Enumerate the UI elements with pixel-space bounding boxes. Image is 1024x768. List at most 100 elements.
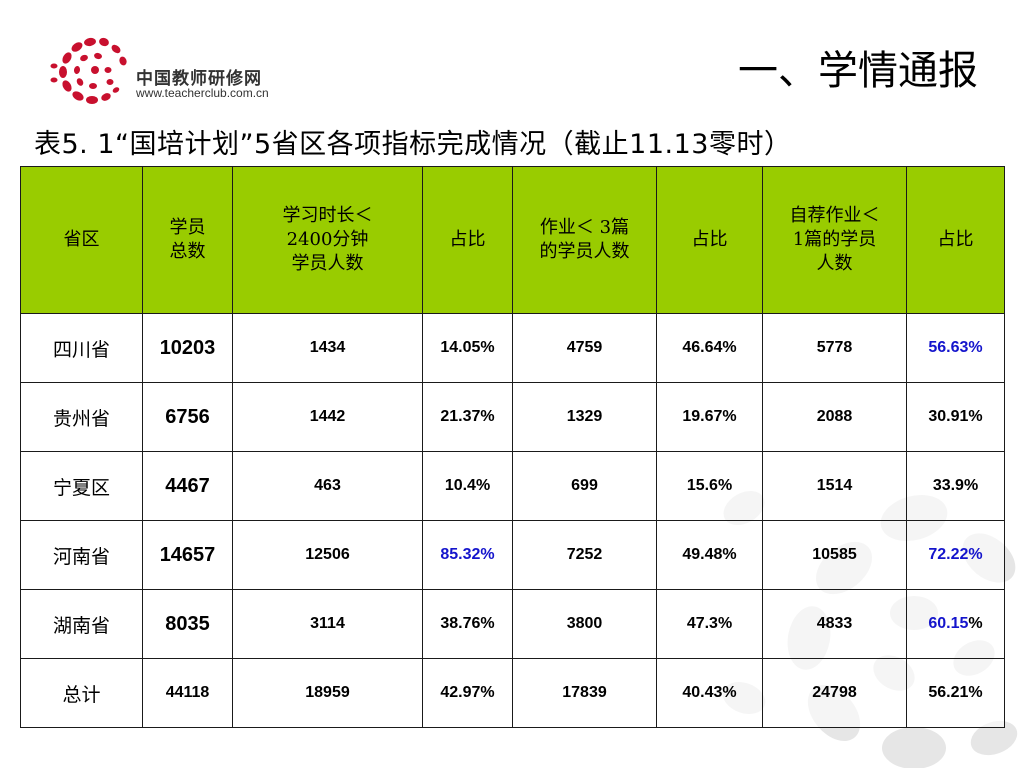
header-cell: 学习时长＜ 2400分钟 学员人数 [232, 166, 423, 314]
cell-value: 8035 [165, 612, 210, 635]
header-line: 1篇的学员 [792, 229, 877, 250]
header-line: 省区 [63, 229, 100, 250]
cell-value: 33.9% [932, 477, 979, 494]
province-cell: 总计 [20, 658, 143, 728]
cell-value: 宁夏区 [52, 476, 110, 499]
cell-value: 30.91% [928, 408, 983, 425]
cell-value: 1442 [309, 408, 346, 425]
value-cell: 15.6% [656, 451, 763, 521]
table-body: 四川省 10203 1434 14.05% 4759 46.64% 5778 56.63% 贵州… [20, 313, 1005, 728]
header-line: 的学员人数 [539, 241, 630, 262]
value-cell: 44118 [142, 658, 233, 728]
header-line: 占比 [449, 229, 486, 250]
value-cell: 10585 [762, 520, 907, 590]
cell-value: 60.15 [928, 615, 969, 632]
value-cell: 21.37% [422, 382, 513, 452]
value-cell: 1329 [512, 382, 657, 452]
province-cell: 宁夏区 [20, 451, 143, 521]
cell-value: 40.43% [682, 684, 737, 701]
table-row: 贵州省 6756 1442 21.37% 1329 19.67% 2088 30.91% [20, 382, 1005, 452]
value-cell: 5778 [762, 313, 907, 383]
cell-value: 19.67% [682, 408, 737, 425]
cell-value: 85.32% [440, 546, 495, 563]
value-cell: 8035 [142, 589, 233, 659]
cell-value: 贵州省 [52, 407, 110, 430]
cell-suffix: % [968, 615, 983, 632]
cell-value: 47.3% [686, 615, 733, 632]
value-cell: 38.76% [422, 589, 513, 659]
cell-value: 18959 [305, 684, 350, 701]
cell-value: 河南省 [52, 545, 110, 568]
cell-value: 21.37% [440, 408, 495, 425]
header-row: 省区 学员 总数 学习时长＜ 2400分钟 学员人数 占比 作业＜ 3篇 的学员人数 占… [20, 166, 1005, 314]
cell-value: 10.4% [444, 477, 491, 494]
cell-value: 42.97% [440, 684, 495, 701]
value-cell: 7252 [512, 520, 657, 590]
cell-value: 24798 [812, 684, 857, 701]
value-cell: 12506 [232, 520, 423, 590]
value-cell: 56.63% [906, 313, 1005, 383]
value-cell: 10203 [142, 313, 233, 383]
table-row: 河南省 14657 12506 85.32% 7252 49.48% 10585 72.22% [20, 520, 1005, 590]
value-cell: 85.32% [422, 520, 513, 590]
table-row: 总计 44118 18959 42.97% 17839 40.43% 24798 56.21% [20, 658, 1005, 728]
cell-value: 44118 [165, 684, 210, 701]
table-row: 宁夏区 4467 463 10.4% 699 15.6% 1514 33.9% [20, 451, 1005, 521]
header-cell: 自荐作业＜ 1篇的学员人数 [762, 166, 907, 314]
header-line: 总数 [169, 241, 206, 262]
value-cell: 6756 [142, 382, 233, 452]
value-cell: 463 [232, 451, 423, 521]
header-line: 自荐作业＜ [789, 205, 880, 226]
value-cell: 2088 [762, 382, 907, 452]
province-cell: 四川省 [20, 313, 143, 383]
cell-value: 14.05% [440, 339, 495, 356]
cell-value: 1514 [816, 477, 853, 494]
province-cell: 湖南省 [20, 589, 143, 659]
value-cell: 30.91% [906, 382, 1005, 452]
value-cell: 3800 [512, 589, 657, 659]
table-row: 四川省 10203 1434 14.05% 4759 46.64% 5778 56.63% [20, 313, 1005, 383]
cell-value: 湖南省 [52, 614, 110, 637]
header-cell: 占比 [906, 166, 1005, 314]
value-cell: 4759 [512, 313, 657, 383]
value-cell: 14657 [142, 520, 233, 590]
value-cell: 1434 [232, 313, 423, 383]
cell-value: 总计 [62, 683, 101, 706]
cell-value: 2088 [816, 408, 853, 425]
header-cell: 占比 [656, 166, 763, 314]
cell-value: 46.64% [682, 339, 737, 356]
header-line: 2400分钟 [286, 229, 369, 250]
value-cell: 33.9% [906, 451, 1005, 521]
cell-value: 15.6% [686, 477, 733, 494]
cell-value: 7252 [566, 546, 603, 563]
cell-value: 14657 [159, 543, 216, 566]
value-cell: 18959 [232, 658, 423, 728]
cell-value: 1434 [309, 339, 346, 356]
header-line: 学习时长＜ [282, 205, 373, 226]
table-row: 湖南省 8035 3114 38.76% 3800 47.3% 4833 60.15% [20, 589, 1005, 659]
cell-value: 56.21% [928, 684, 983, 701]
header-line: 占比 [691, 229, 728, 250]
value-cell: 49.48% [656, 520, 763, 590]
cell-value: 72.22% [928, 546, 983, 563]
header-cell: 占比 [422, 166, 513, 314]
cell-value: 6756 [165, 405, 210, 428]
header-cell: 省区 [20, 166, 143, 314]
cell-value: 699 [571, 477, 598, 494]
value-cell: 1442 [232, 382, 423, 452]
cell-value: 10203 [159, 336, 216, 359]
header-line: 作业＜ 3篇 [539, 217, 630, 238]
cell-value: 4467 [165, 474, 210, 497]
value-cell: 19.67% [656, 382, 763, 452]
header-line: 占比 [937, 229, 974, 250]
cell-value: 49.48% [682, 546, 737, 563]
cell-value: 四川省 [52, 338, 110, 361]
province-cell: 河南省 [20, 520, 143, 590]
province-cell: 贵州省 [20, 382, 143, 452]
cell-value: 4759 [566, 339, 603, 356]
header-line: 人数 [816, 253, 853, 274]
logo-name: 中国教师研修网 [136, 69, 262, 89]
value-cell: 46.64% [656, 313, 763, 383]
logo-url: www.teacherclub.com.cn [136, 86, 269, 100]
cell-value: 17839 [562, 684, 607, 701]
